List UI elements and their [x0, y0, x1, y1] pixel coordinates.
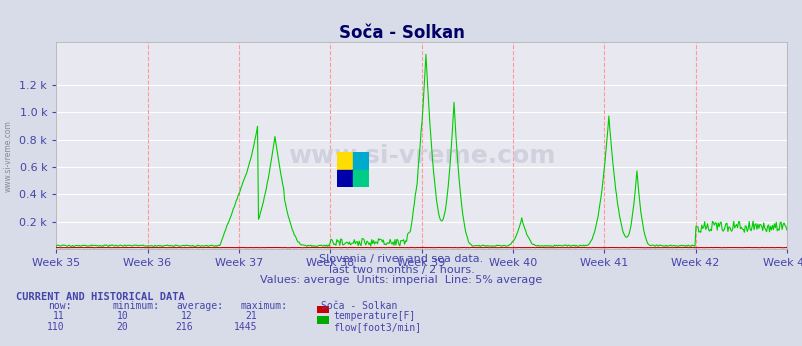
- Text: www.si-vreme.com: www.si-vreme.com: [287, 144, 555, 168]
- Bar: [337, 152, 353, 170]
- Text: flow[foot3/min]: flow[foot3/min]: [333, 322, 421, 332]
- Text: 21: 21: [245, 311, 257, 321]
- Text: average:: average:: [176, 301, 224, 311]
- Text: www.si-vreme.com: www.si-vreme.com: [4, 120, 13, 192]
- Text: temperature[F]: temperature[F]: [333, 311, 415, 321]
- Text: CURRENT AND HISTORICAL DATA: CURRENT AND HISTORICAL DATA: [16, 292, 184, 302]
- Bar: [353, 152, 369, 170]
- Text: minimum:: minimum:: [112, 301, 160, 311]
- Text: 10: 10: [116, 311, 128, 321]
- Bar: [337, 170, 353, 187]
- Text: 11: 11: [52, 311, 64, 321]
- Text: 216: 216: [175, 322, 192, 332]
- Text: now:: now:: [48, 301, 71, 311]
- Bar: [353, 170, 369, 187]
- Text: 12: 12: [180, 311, 192, 321]
- Text: 20: 20: [116, 322, 128, 332]
- Text: Slovenia / river and sea data.: Slovenia / river and sea data.: [319, 254, 483, 264]
- Text: Soča - Solkan: Soča - Solkan: [338, 24, 464, 42]
- Text: maximum:: maximum:: [241, 301, 288, 311]
- Text: 110: 110: [47, 322, 64, 332]
- Text: last two months / 2 hours.: last two months / 2 hours.: [328, 265, 474, 275]
- Text: Values: average  Units: imperial  Line: 5% average: Values: average Units: imperial Line: 5%…: [260, 275, 542, 285]
- Text: Soča - Solkan: Soča - Solkan: [321, 301, 397, 311]
- Text: 1445: 1445: [233, 322, 257, 332]
